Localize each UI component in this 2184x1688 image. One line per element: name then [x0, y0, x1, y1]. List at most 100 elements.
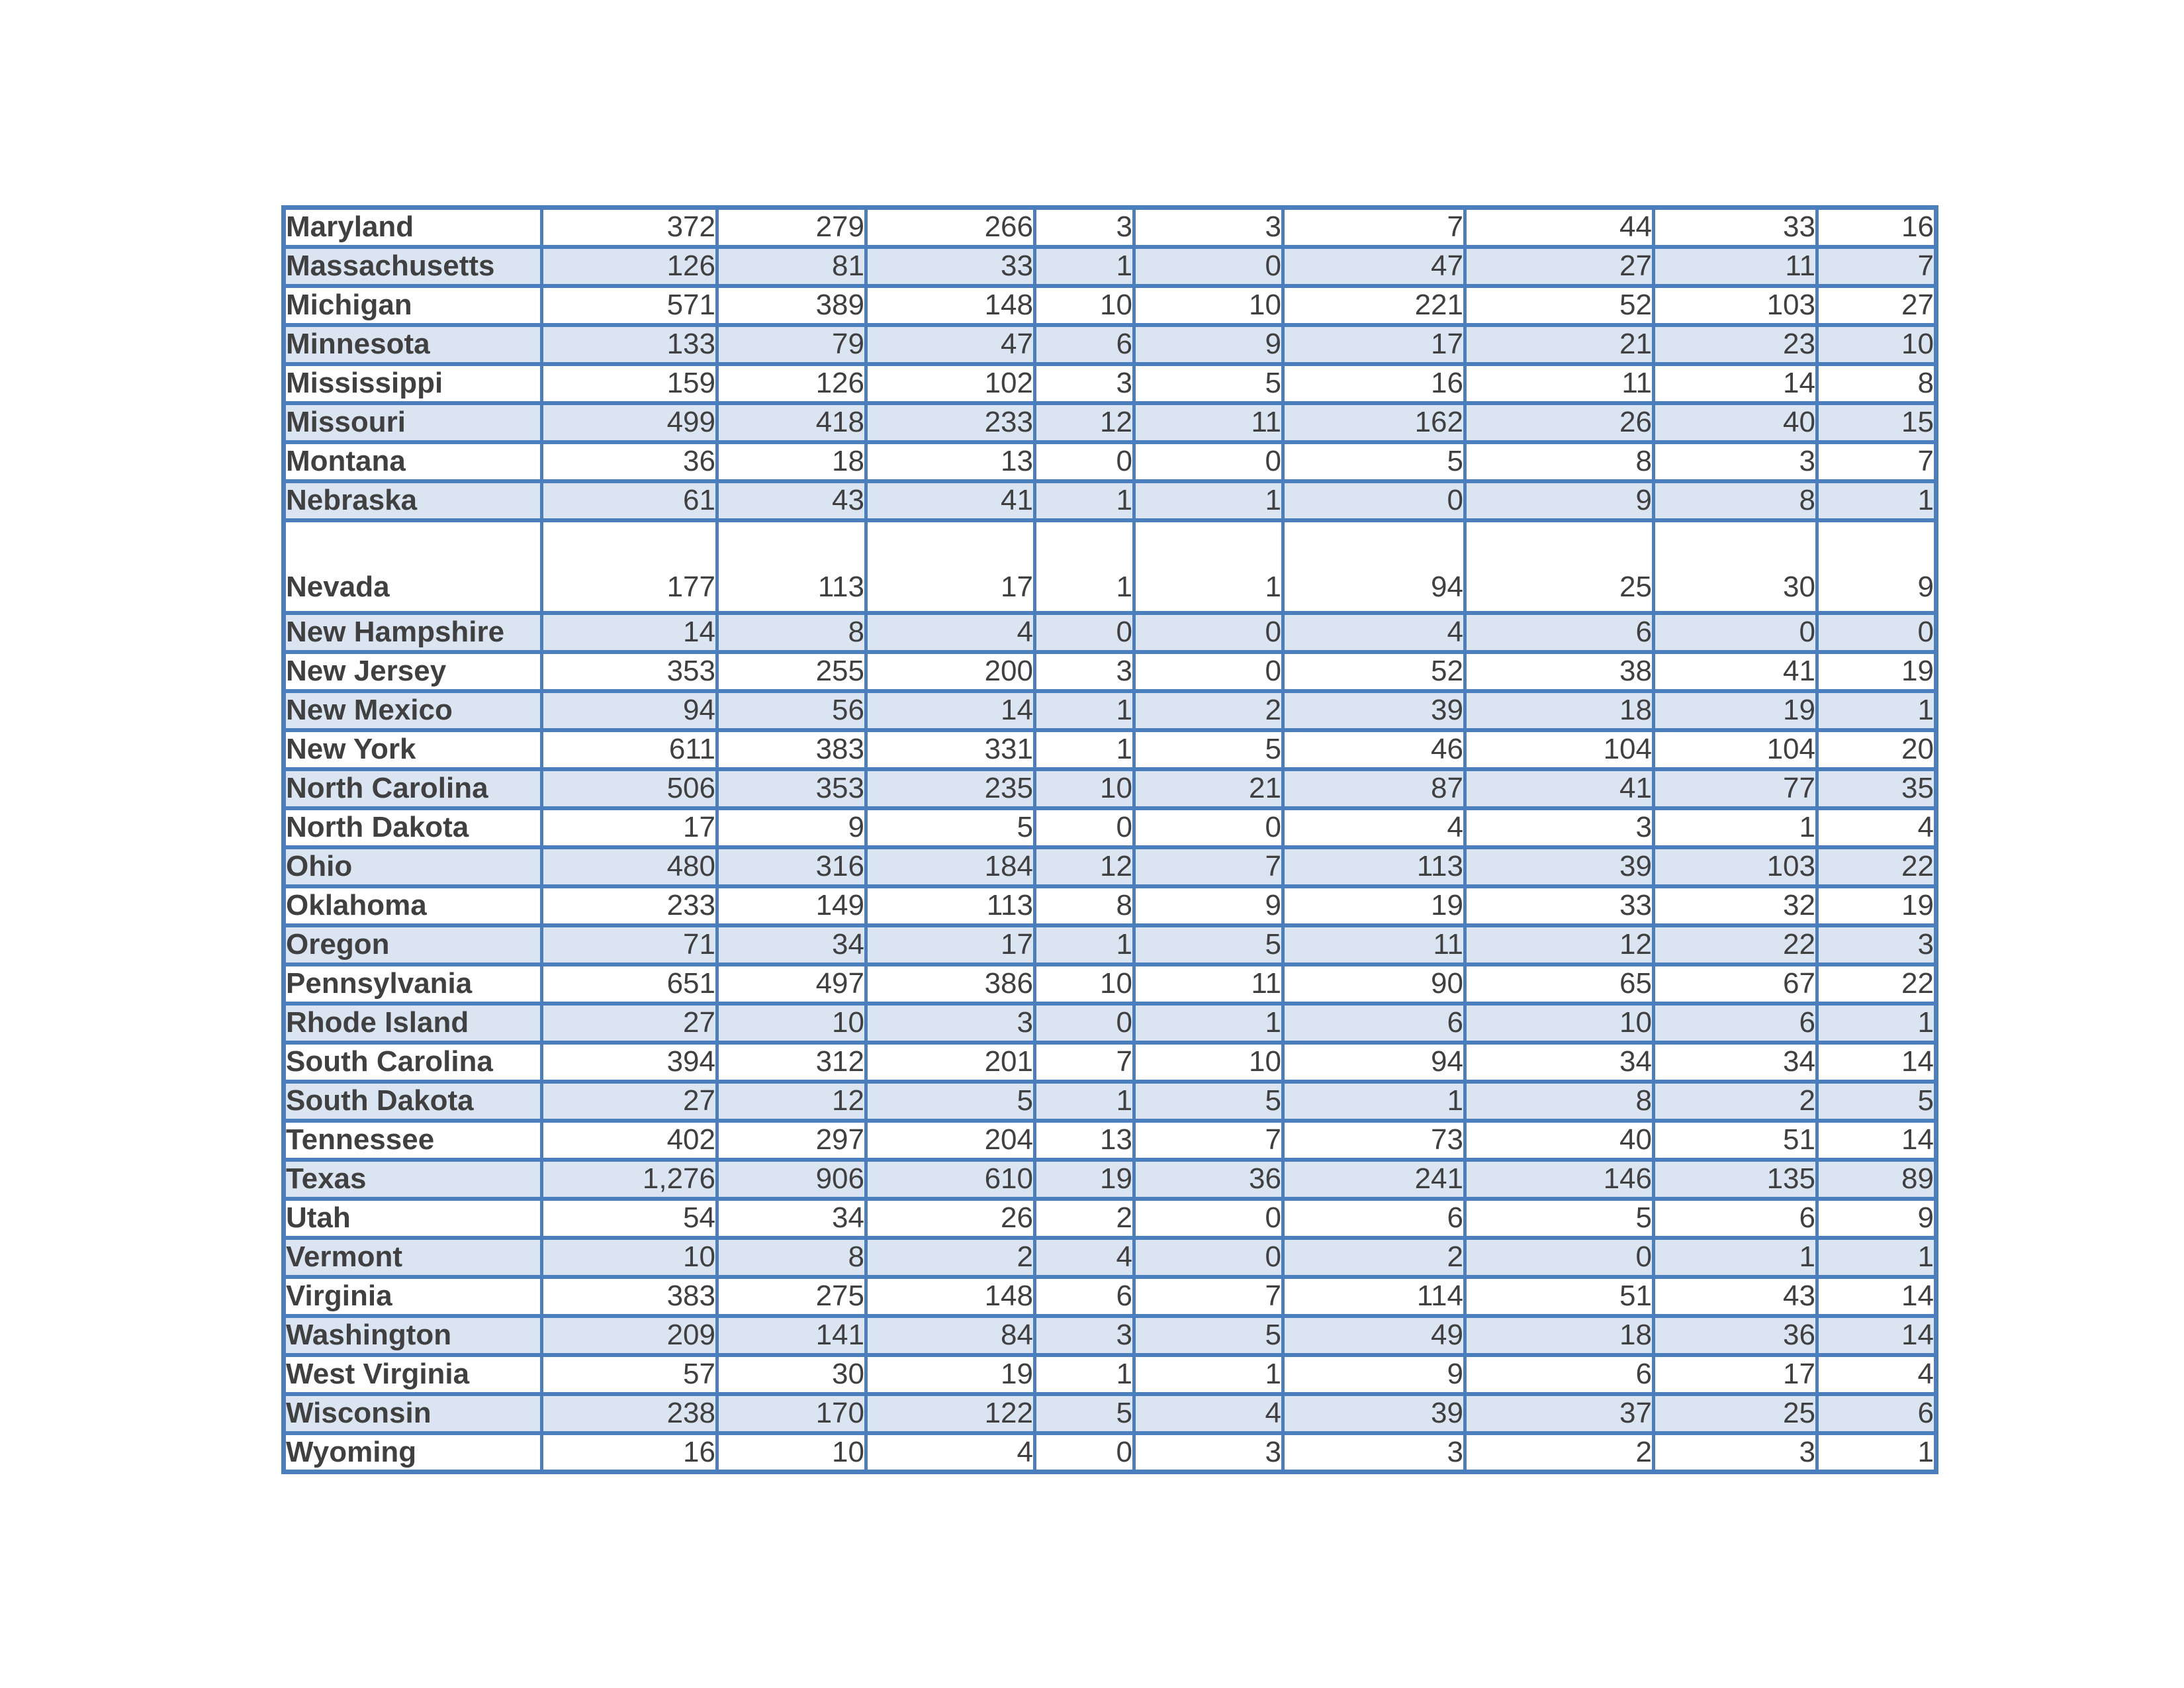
value-cell-4: 10 [1033, 767, 1136, 810]
state-name-cell: New Hampshire [282, 610, 543, 654]
value-cell-2: 297 [715, 1118, 868, 1162]
value-cell-6: 87 [1281, 767, 1467, 810]
value-cell-6: 46 [1281, 727, 1467, 771]
value-cell-9: 6 [1815, 1391, 1938, 1435]
value-cell-6: 19 [1281, 884, 1467, 927]
value-cell-6: 9 [1281, 1352, 1467, 1396]
value-cell-4: 0 [1033, 610, 1136, 654]
value-cell-3: 113 [864, 884, 1036, 927]
value-cell-3: 122 [864, 1391, 1036, 1435]
value-cell-4: 7 [1033, 1040, 1136, 1084]
value-cell-9: 14 [1815, 1313, 1938, 1357]
value-cell-7: 3 [1463, 806, 1655, 849]
value-cell-3: 386 [864, 962, 1036, 1006]
value-cell-9: 15 [1815, 400, 1938, 444]
table-row: North Carolina 506 353 235 10 21 87 41 7… [282, 767, 1938, 810]
value-cell-7: 65 [1463, 962, 1655, 1006]
value-cell-2: 18 [715, 440, 868, 483]
table-row: Massachusetts 126 81 33 1 0 47 27 11 7 [282, 244, 1938, 288]
value-cell-7: 40 [1463, 1118, 1655, 1162]
table-row: Tennessee 402 297 204 13 7 73 40 51 14 [282, 1118, 1938, 1162]
value-cell-4: 1 [1033, 1352, 1136, 1396]
value-cell-4: 0 [1033, 1001, 1136, 1045]
value-cell-9: 19 [1815, 649, 1938, 693]
value-cell-1: 238 [540, 1391, 719, 1435]
value-cell-7: 10 [1463, 1001, 1655, 1045]
value-cell-9: 4 [1815, 1352, 1938, 1396]
value-cell-9: 9 [1815, 518, 1938, 615]
value-cell-7: 33 [1463, 884, 1655, 927]
value-cell-3: 233 [864, 400, 1036, 444]
value-cell-5: 1 [1132, 1352, 1285, 1396]
value-cell-9: 3 [1815, 923, 1938, 966]
value-cell-2: 170 [715, 1391, 868, 1435]
value-cell-6: 4 [1281, 610, 1467, 654]
value-cell-5: 3 [1132, 205, 1285, 249]
value-cell-8: 30 [1652, 518, 1819, 615]
value-cell-3: 102 [864, 361, 1036, 405]
value-cell-4: 5 [1033, 1391, 1136, 1435]
state-name-cell: West Virginia [282, 1352, 543, 1396]
value-cell-8: 51 [1652, 1118, 1819, 1162]
state-name-cell: North Dakota [282, 806, 543, 849]
table-row: Maryland 372 279 266 3 3 7 44 33 16 [282, 205, 1938, 249]
value-cell-6: 90 [1281, 962, 1467, 1006]
value-cell-9: 1 [1815, 688, 1938, 732]
value-cell-4: 1 [1033, 688, 1136, 732]
value-cell-1: 71 [540, 923, 719, 966]
value-cell-1: 36 [540, 440, 719, 483]
value-cell-8: 0 [1652, 610, 1819, 654]
value-cell-8: 41 [1652, 649, 1819, 693]
value-cell-4: 6 [1033, 322, 1136, 366]
value-cell-6: 4 [1281, 806, 1467, 849]
value-cell-5: 1 [1132, 518, 1285, 615]
value-cell-9: 19 [1815, 884, 1938, 927]
value-cell-5: 7 [1132, 1274, 1285, 1318]
value-cell-1: 506 [540, 767, 719, 810]
value-cell-6: 11 [1281, 923, 1467, 966]
value-cell-9: 20 [1815, 727, 1938, 771]
value-cell-7: 26 [1463, 400, 1655, 444]
value-cell-1: 233 [540, 884, 719, 927]
value-cell-9: 35 [1815, 767, 1938, 810]
state-name-cell: Mississippi [282, 361, 543, 405]
table-row: South Carolina 394 312 201 7 10 94 34 34… [282, 1040, 1938, 1084]
value-cell-5: 11 [1132, 962, 1285, 1006]
value-cell-8: 3 [1652, 440, 1819, 483]
value-cell-5: 0 [1132, 610, 1285, 654]
value-cell-7: 34 [1463, 1040, 1655, 1084]
value-cell-5: 0 [1132, 806, 1285, 849]
table-row: Mississippi 159 126 102 3 5 16 11 14 8 [282, 361, 1938, 405]
value-cell-1: 159 [540, 361, 719, 405]
value-cell-4: 0 [1033, 1430, 1136, 1474]
state-name-cell: Virginia [282, 1274, 543, 1318]
value-cell-1: 209 [540, 1313, 719, 1357]
value-cell-5: 10 [1132, 1040, 1285, 1084]
value-cell-7: 104 [1463, 727, 1655, 771]
value-cell-3: 148 [864, 1274, 1036, 1318]
value-cell-8: 104 [1652, 727, 1819, 771]
value-cell-4: 19 [1033, 1157, 1136, 1201]
value-cell-6: 47 [1281, 244, 1467, 288]
value-cell-6: 162 [1281, 400, 1467, 444]
table-row: Rhode Island 27 10 3 0 1 6 10 6 1 [282, 1001, 1938, 1045]
value-cell-5: 36 [1132, 1157, 1285, 1201]
value-cell-8: 1 [1652, 1235, 1819, 1279]
value-cell-4: 1 [1033, 923, 1136, 966]
table-row: Virginia 383 275 148 6 7 114 51 43 14 [282, 1274, 1938, 1318]
table-row: New Jersey 353 255 200 3 0 52 38 41 19 [282, 649, 1938, 693]
value-cell-4: 6 [1033, 1274, 1136, 1318]
value-cell-9: 1 [1815, 1430, 1938, 1474]
state-name-cell: Vermont [282, 1235, 543, 1279]
value-cell-7: 18 [1463, 1313, 1655, 1357]
value-cell-7: 37 [1463, 1391, 1655, 1435]
value-cell-8: 23 [1652, 322, 1819, 366]
value-cell-5: 5 [1132, 727, 1285, 771]
value-cell-8: 103 [1652, 283, 1819, 327]
value-cell-1: 14 [540, 610, 719, 654]
value-cell-5: 0 [1132, 649, 1285, 693]
value-cell-1: 372 [540, 205, 719, 249]
table-row: Wisconsin 238 170 122 5 4 39 37 25 6 [282, 1391, 1938, 1435]
value-cell-9: 9 [1815, 1196, 1938, 1240]
value-cell-2: 79 [715, 322, 868, 366]
